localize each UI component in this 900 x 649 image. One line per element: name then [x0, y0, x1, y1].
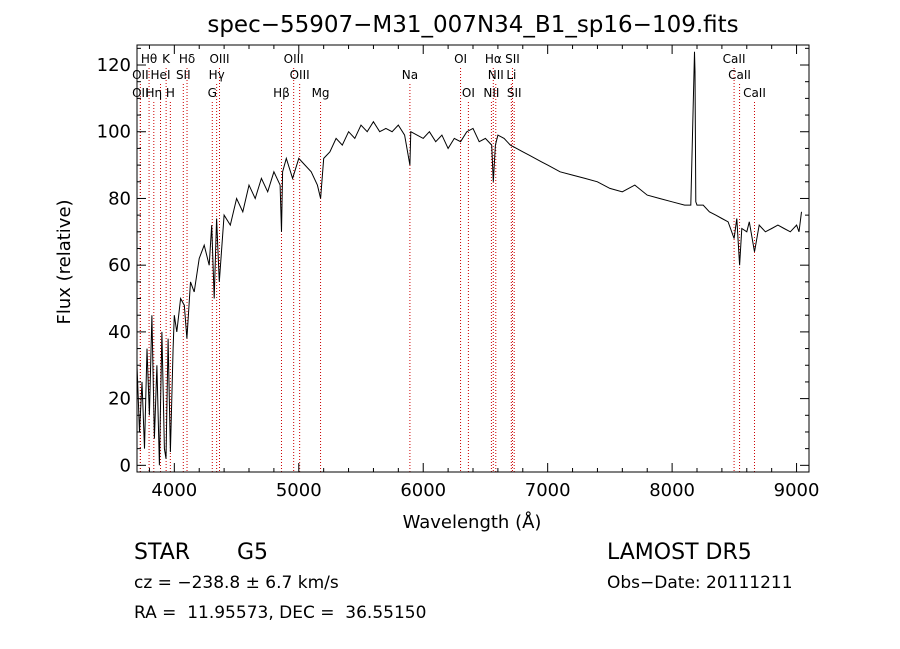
- line-marker-label: Hη: [145, 86, 162, 100]
- x-tick-label: 9000: [774, 480, 820, 501]
- line-marker-label: Mg: [312, 86, 330, 100]
- line-marker-label: H: [166, 86, 175, 100]
- spectrum-line: [136, 51, 802, 466]
- line-marker-label: OII: [132, 68, 149, 82]
- line-marker-label: NII: [488, 68, 504, 82]
- x-axis: 4000 5000 6000 7000 8000 9000: [148, 45, 820, 501]
- y-tick-label: 80: [108, 188, 131, 209]
- x-tick-label: 7000: [525, 480, 571, 501]
- y-tick-label: 0: [120, 455, 131, 476]
- line-marker-label: NII: [483, 86, 499, 100]
- y-axis: 0 20 40 60 80 100 120: [97, 47, 809, 476]
- line-marker-label: CaII: [728, 68, 751, 82]
- line-marker-label: Hδ: [179, 52, 195, 66]
- line-marker-label: CaII: [743, 86, 766, 100]
- line-marker-label: G: [208, 86, 217, 100]
- x-tick-label: 6000: [400, 480, 446, 501]
- line-marker-label: OII: [132, 86, 149, 100]
- redshift-cz: cz = −238.8 ± 6.7 km/s: [134, 573, 339, 593]
- x-axis-label: Wavelength (Å): [403, 511, 542, 533]
- object-class: STAR: [134, 540, 191, 565]
- y-tick-label: 60: [108, 255, 131, 276]
- line-marker-label: HeI: [151, 68, 171, 82]
- y-tick-label: 20: [108, 389, 131, 410]
- coordinates: RA = 11.95573, DEC = 36.55150: [134, 603, 427, 623]
- line-marker-label: OI: [462, 86, 475, 100]
- line-marker-label: Hβ: [273, 86, 290, 100]
- line-marker-label: Hγ: [209, 68, 225, 82]
- x-tick-label: 5000: [276, 480, 322, 501]
- line-marker-label: Hα: [485, 52, 502, 66]
- y-tick-label: 120: [97, 55, 131, 76]
- subclass: G5: [237, 540, 269, 565]
- line-marker-label: OI: [454, 52, 467, 66]
- line-marker-label: SII: [505, 52, 520, 66]
- line-marker-label: OIII: [290, 68, 310, 82]
- line-marker-label: K: [162, 52, 171, 66]
- line-marker-label: OIII: [284, 52, 304, 66]
- x-tick-label: 8000: [649, 480, 695, 501]
- line-marker-label: Na: [402, 68, 418, 82]
- x-tick-label: 4000: [151, 480, 197, 501]
- observation-date: Obs−Date: 20111211: [607, 573, 793, 593]
- y-axis-label: Flux (relative): [54, 199, 75, 324]
- chart-title: spec−55907−M31_007N34_B1_sp16−109.fits: [207, 12, 738, 38]
- survey-name: LAMOST DR5: [607, 540, 752, 565]
- line-marker-label: CaII: [723, 52, 746, 66]
- line-marker-label: SII: [176, 68, 191, 82]
- line-marker-label: SII: [507, 86, 522, 100]
- plot-frame: [136, 44, 810, 473]
- line-marker-label: Li: [506, 68, 516, 82]
- line-marker-label: OIII: [209, 52, 229, 66]
- y-tick-label: 40: [108, 322, 131, 343]
- line-marker-label: Hθ: [141, 52, 157, 66]
- y-tick-label: 100: [97, 122, 131, 143]
